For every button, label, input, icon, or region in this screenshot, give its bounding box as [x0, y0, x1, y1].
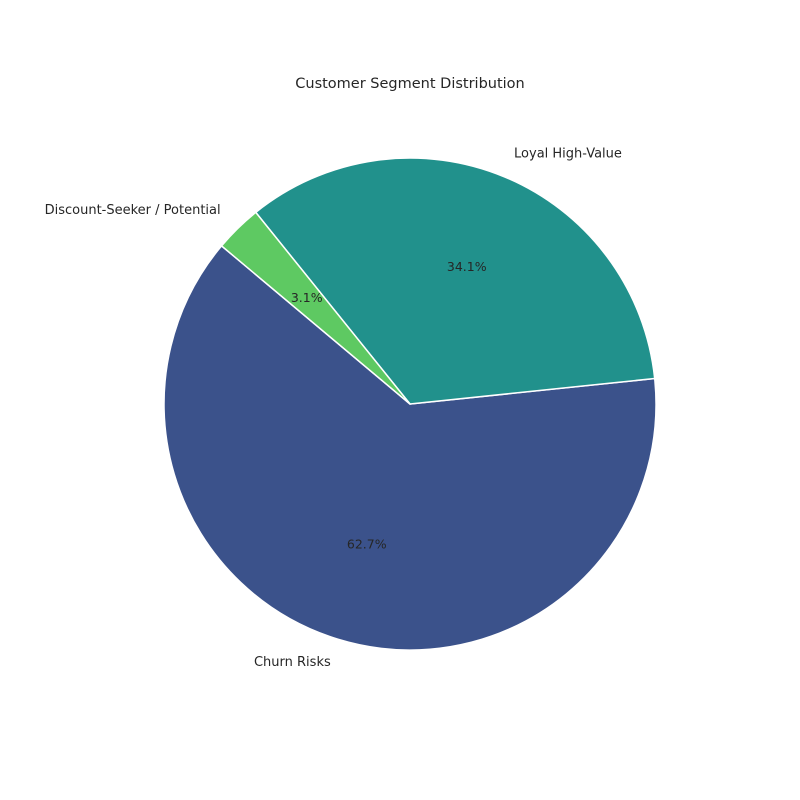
slice-category-label: Loyal High-Value: [514, 147, 622, 162]
pie-slice-0: [163, 245, 657, 651]
pie-labels: 62.7% Churn Risks 34.1% Loyal High-Value 3.1…: [45, 147, 622, 671]
slice-category-label: Churn Risks: [254, 655, 331, 670]
pie-slices: [163, 157, 657, 651]
slice-percent-label: 34.1%: [447, 259, 487, 274]
chart-title: Customer Segment Distribution: [295, 76, 525, 92]
slice-percent-label: 3.1%: [291, 290, 323, 305]
slice-percent-label: 62.7%: [347, 537, 387, 552]
slice-category-label: Discount-Seeker / Potential: [45, 203, 221, 218]
pie-slice-1: [255, 157, 656, 405]
pie-slice-2: [220, 211, 411, 405]
